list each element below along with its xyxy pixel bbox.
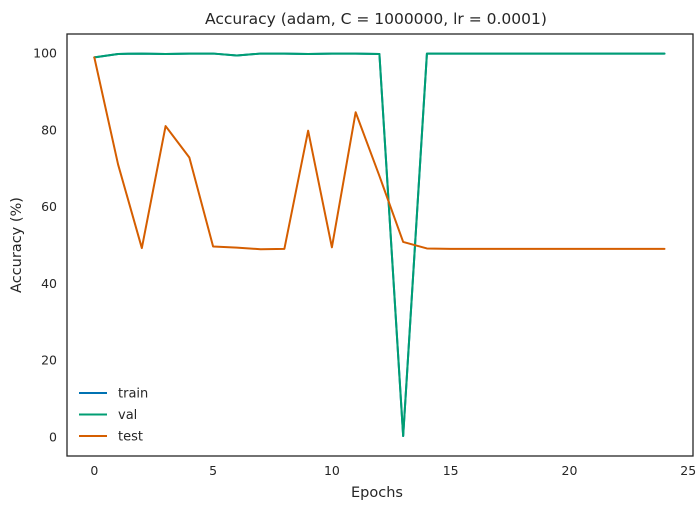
y-axis-label: Accuracy (%) [9,197,25,293]
legend-label-val: val [118,408,137,423]
plot-frame [66,33,694,457]
legend-label-train: train [118,387,148,402]
series-line-val [93,52,666,438]
y-tick-label: 100 [33,46,57,61]
series-layer [93,52,666,438]
chart-title: Accuracy (adam, C = 1000000, lr = 0.0001… [205,10,547,28]
series-line-test [93,56,666,251]
y-tick-label: 80 [41,122,57,137]
x-tick-label: 10 [324,463,340,478]
legend-label-test: test [118,430,143,445]
y-tick-label: 60 [41,199,57,214]
plot-area [66,33,694,457]
x-axis-label: Epochs [351,485,403,501]
x-tick-label: 20 [562,463,578,478]
x-tick-label: 25 [680,463,696,478]
legend: train val test [79,387,148,445]
y-tick-label: 20 [41,353,57,368]
y-tick-label: 40 [41,276,57,291]
x-tick-label: 5 [209,463,217,478]
x-tick-label: 15 [443,463,459,478]
x-tick-label: 0 [90,463,98,478]
y-axis-ticks: 0 20 40 60 80 100 [33,46,57,445]
y-tick-label: 0 [49,429,57,444]
x-axis-ticks: 0 5 10 15 20 25 [90,463,696,478]
